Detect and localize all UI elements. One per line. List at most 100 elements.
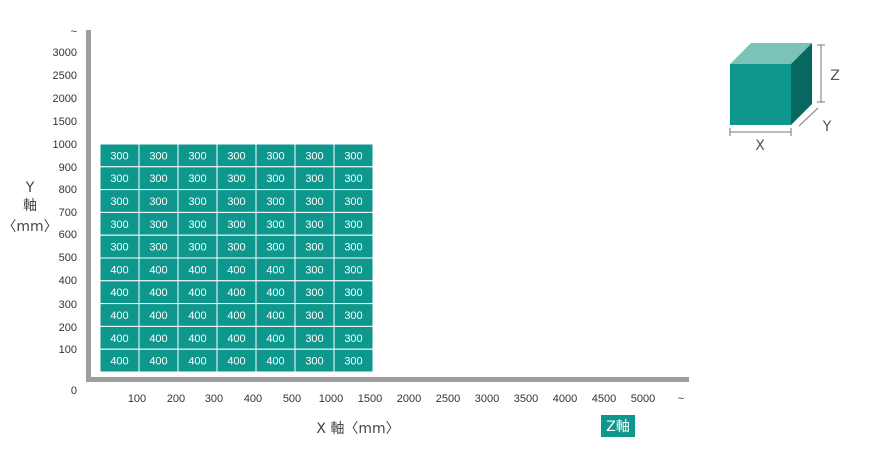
grid-cell: 400 <box>216 257 257 282</box>
grid-cell-value: 300 <box>110 242 128 254</box>
x-tick-label: 300 <box>205 393 223 405</box>
grid-cell-value: 300 <box>227 219 245 231</box>
grid-cell: 300 <box>333 303 374 327</box>
grid-cell: 300 <box>333 325 374 350</box>
grid-cell-value: 300 <box>188 196 206 208</box>
grid-cell-value: 400 <box>266 287 284 299</box>
grid-cell-value: 300 <box>266 242 284 254</box>
grid-cell: 300 <box>255 166 296 191</box>
grid-cell-value: 300 <box>149 173 167 185</box>
grid-cell-value: 300 <box>227 173 245 185</box>
grid-cell-value: 400 <box>110 310 128 322</box>
y-tick-label: 700 <box>59 207 77 219</box>
grid-cell-value: 400 <box>266 356 284 368</box>
grid-cell-value: 400 <box>227 356 245 368</box>
grid-cell: 300 <box>177 143 218 168</box>
grid-cell-value: 300 <box>149 196 167 208</box>
grid-cell-value: 300 <box>266 196 284 208</box>
grid-cell-value: 300 <box>110 219 128 231</box>
grid-cell-value: 300 <box>188 242 206 254</box>
grid-cell-value: 300 <box>344 333 362 345</box>
cube-front-face <box>730 64 791 125</box>
grid-cell: 400 <box>255 303 296 327</box>
grid-cell: 400 <box>255 280 296 305</box>
grid-cell-value: 400 <box>110 356 128 368</box>
grid-cell-value: 400 <box>149 356 167 368</box>
x-tick-label: 3000 <box>475 393 499 405</box>
x-tick-label: 2500 <box>436 393 460 405</box>
grid-cell: 300 <box>138 166 179 191</box>
x-tick-label: 5000 <box>631 393 655 405</box>
y-tick-label: 500 <box>59 252 77 264</box>
grid-cell-value: 300 <box>305 356 323 368</box>
grid-cell-value: 300 <box>227 242 245 254</box>
x-axis-ticks: 100 200 300 400 500 1000 1500 2000 2500 3000 3500 4… <box>128 393 684 405</box>
grid-cell-value: 300 <box>305 333 323 345</box>
y-tick-label: 2500 <box>53 70 77 82</box>
grid-cell: 300 <box>255 143 296 168</box>
grid-cell: 400 <box>255 325 296 350</box>
grid-cell: 300 <box>294 166 335 191</box>
grid-cell-value: 300 <box>305 242 323 254</box>
grid-cell: 300 <box>333 143 374 168</box>
x-tick-label: 1000 <box>319 393 343 405</box>
grid-cell-value: 300 <box>266 150 284 162</box>
grid-cell: 400 <box>216 303 257 327</box>
x-tick-label: 500 <box>283 393 301 405</box>
grid-cell: 300 <box>99 211 140 236</box>
grid-cell-value: 300 <box>305 264 323 276</box>
grid-cell: 300 <box>177 189 218 213</box>
grid-cell: 300 <box>216 234 257 259</box>
grid-cell: 300 <box>177 166 218 191</box>
grid-cell: 300 <box>333 257 374 282</box>
grid-cell: 300 <box>294 280 335 305</box>
z-axis-badge-label: Z軸 <box>606 419 630 435</box>
grid-cell-value: 300 <box>227 196 245 208</box>
cube-top-face <box>730 43 812 64</box>
grid-cell-value: 300 <box>266 219 284 231</box>
grid-cell: 300 <box>255 211 296 236</box>
grid-cell-value: 400 <box>188 310 206 322</box>
grid-cell-value: 400 <box>149 333 167 345</box>
grid-cell: 300 <box>333 348 374 373</box>
grid-cell-value: 400 <box>110 287 128 299</box>
grid-cell: 400 <box>255 257 296 282</box>
grid-cell-value: 300 <box>149 242 167 254</box>
z-axis-badge-background <box>601 415 635 437</box>
grid-cell-value: 300 <box>149 219 167 231</box>
grid-cell-value: 300 <box>344 173 362 185</box>
grid-cell-value: 400 <box>227 264 245 276</box>
y-tick-label: 800 <box>59 184 77 196</box>
grid-cell-value: 300 <box>344 242 362 254</box>
grid-cell: 400 <box>99 280 140 305</box>
grid-cell: 300 <box>177 234 218 259</box>
y-tick-label: 200 <box>59 322 77 334</box>
grid-cell: 300 <box>216 166 257 191</box>
grid-cell: 300 <box>99 189 140 213</box>
grid-cell-value: 300 <box>266 173 284 185</box>
grid-cell: 300 <box>294 303 335 327</box>
grid-cell-value: 300 <box>305 196 323 208</box>
grid-cell-value: 400 <box>227 310 245 322</box>
grid-cell-value: 300 <box>344 150 362 162</box>
grid-cell: 400 <box>138 303 179 327</box>
grid-cell-value: 400 <box>188 333 206 345</box>
grid-cell: 300 <box>333 211 374 236</box>
grid-cell: 300 <box>294 211 335 236</box>
grid-cell: 400 <box>177 280 218 305</box>
grid-cell: 400 <box>99 303 140 327</box>
y-axis-title-line: 〈mm〉 <box>2 219 57 235</box>
grid-cell: 300 <box>138 143 179 168</box>
grid-cell-value: 300 <box>305 310 323 322</box>
grid-cell-value: 400 <box>149 264 167 276</box>
cube-side-face <box>791 43 812 125</box>
grid-cell-value: 300 <box>149 150 167 162</box>
grid-cell: 400 <box>216 348 257 373</box>
x-tick-label: 200 <box>167 393 185 405</box>
grid-cell: 300 <box>294 257 335 282</box>
grid-cell: 300 <box>294 189 335 213</box>
grid-cell: 400 <box>177 325 218 350</box>
grid-cell: 400 <box>138 257 179 282</box>
grid-cell: 300 <box>255 189 296 213</box>
